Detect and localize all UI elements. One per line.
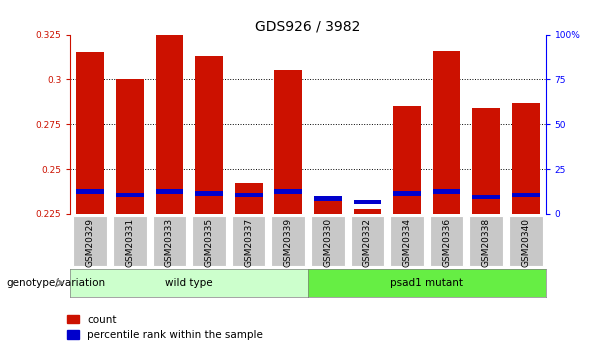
Text: psad1 mutant: psad1 mutant (390, 278, 463, 288)
Bar (433, 51, 460, 214)
Bar (77, 52, 104, 214)
Bar (473, 195, 500, 199)
Bar (275, 70, 302, 214)
Bar (275, 189, 302, 194)
Text: GSM20336: GSM20336 (442, 218, 451, 267)
Bar (195, 191, 223, 196)
Bar (156, 34, 183, 214)
Bar (512, 193, 539, 197)
Bar (351, 216, 384, 266)
Bar (311, 216, 345, 266)
Text: GSM20335: GSM20335 (205, 218, 213, 267)
Bar (232, 216, 265, 266)
Text: GSM20338: GSM20338 (482, 218, 490, 267)
Bar (116, 79, 143, 214)
Text: GSM20340: GSM20340 (521, 218, 530, 267)
Bar (235, 193, 262, 197)
Bar (153, 216, 186, 266)
Bar (314, 196, 341, 201)
Text: wild type: wild type (166, 278, 213, 288)
Bar (473, 108, 500, 214)
Text: GSM20330: GSM20330 (323, 218, 332, 267)
Text: GSM20339: GSM20339 (284, 218, 293, 267)
Bar (430, 216, 463, 266)
Bar (192, 216, 226, 266)
Bar (433, 189, 460, 194)
Bar (272, 216, 305, 266)
Text: GSM20332: GSM20332 (363, 218, 372, 267)
Title: GDS926 / 3982: GDS926 / 3982 (256, 19, 360, 33)
Bar (235, 184, 262, 214)
Bar (77, 189, 104, 194)
Legend: count, percentile rank within the sample: count, percentile rank within the sample (66, 315, 263, 340)
Bar (393, 106, 421, 214)
Bar (354, 200, 381, 205)
Text: GSM20334: GSM20334 (403, 218, 411, 267)
Bar (390, 216, 424, 266)
Bar (512, 103, 539, 214)
Text: GSM20329: GSM20329 (86, 218, 95, 267)
Bar (116, 193, 143, 197)
Bar (509, 216, 543, 266)
Bar (314, 196, 341, 214)
Bar (156, 189, 183, 194)
Bar (74, 216, 107, 266)
Text: genotype/variation: genotype/variation (6, 278, 105, 288)
Bar (113, 216, 147, 266)
Text: GSM20331: GSM20331 (126, 218, 134, 267)
Bar (354, 208, 381, 214)
Bar (470, 216, 503, 266)
Bar (195, 56, 223, 214)
Text: GSM20333: GSM20333 (165, 218, 174, 267)
Text: GSM20337: GSM20337 (244, 218, 253, 267)
Bar (393, 191, 421, 196)
